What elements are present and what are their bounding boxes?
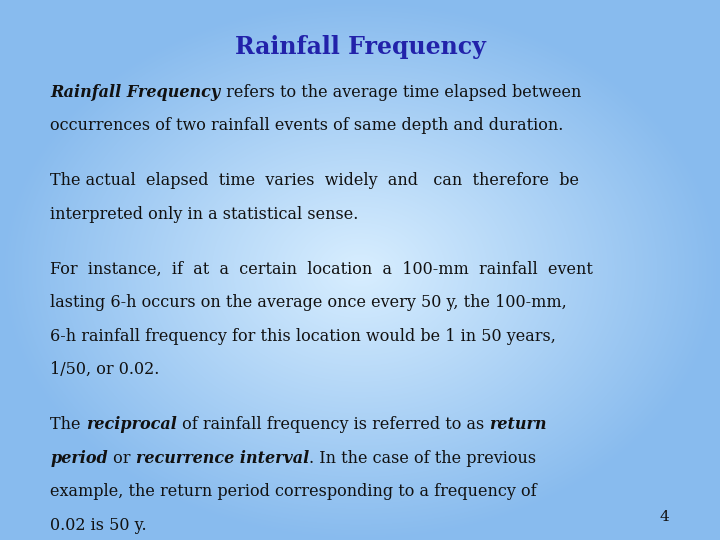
Text: occurrences of two rainfall events of same depth and duration.: occurrences of two rainfall events of sa… xyxy=(50,117,564,134)
Text: or: or xyxy=(108,450,136,467)
Text: of rainfall frequency is referred to as: of rainfall frequency is referred to as xyxy=(177,416,490,433)
Text: Rainfall Frequency: Rainfall Frequency xyxy=(50,84,220,100)
Text: 0.02 is 50 y.: 0.02 is 50 y. xyxy=(50,517,147,534)
Text: interpreted only in a statistical sense.: interpreted only in a statistical sense. xyxy=(50,206,359,222)
Text: recurrence interval: recurrence interval xyxy=(136,450,309,467)
Text: lasting 6-h occurs on the average once every 50 y, the 100-mm,: lasting 6-h occurs on the average once e… xyxy=(50,294,567,311)
Text: . In the case of the previous: . In the case of the previous xyxy=(309,450,536,467)
Text: 4: 4 xyxy=(660,510,670,524)
Text: 6-h rainfall frequency for this location would be 1 in 50 years,: 6-h rainfall frequency for this location… xyxy=(50,328,557,345)
Text: 1/50, or 0.02.: 1/50, or 0.02. xyxy=(50,361,160,378)
Text: example, the return period corresponding to a frequency of: example, the return period corresponding… xyxy=(50,483,537,500)
Text: The actual  elapsed  time  varies  widely  and   can  therefore  be: The actual elapsed time varies widely an… xyxy=(50,172,580,189)
Text: Rainfall Frequency: Rainfall Frequency xyxy=(235,35,485,59)
Text: period: period xyxy=(50,450,108,467)
Text: For  instance,  if  at  a  certain  location  a  100-mm  rainfall  event: For instance, if at a certain location a… xyxy=(50,261,593,278)
Text: refers to the average time elapsed between: refers to the average time elapsed betwe… xyxy=(220,84,581,100)
Text: return: return xyxy=(490,416,546,433)
Text: The: The xyxy=(50,416,86,433)
Text: reciprocal: reciprocal xyxy=(86,416,177,433)
